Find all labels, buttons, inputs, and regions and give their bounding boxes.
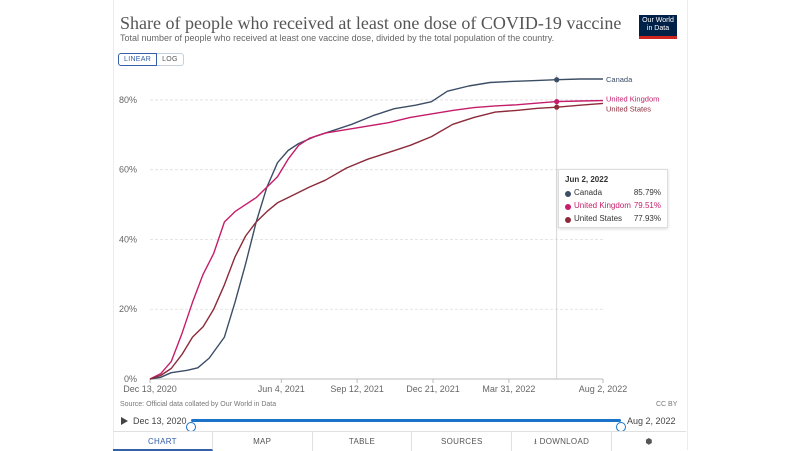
share-icon: ⬢ <box>645 437 653 446</box>
linear-scale-button[interactable]: LINEAR <box>118 53 158 66</box>
x-tick-label: Dec 13, 2020 <box>123 384 177 394</box>
tab-download[interactable]: ⭳ DOWNLOAD <box>512 432 612 451</box>
chart-title: Share of people who received at least on… <box>120 13 622 33</box>
hover-point-canada <box>554 77 560 83</box>
hover-point-us <box>554 104 560 110</box>
tooltip-row-uk: United Kingdom 79.51% <box>565 201 661 213</box>
y-tick-label: 60% <box>119 165 137 175</box>
source-note[interactable]: Source: Official data collated by Our Wo… <box>120 401 277 408</box>
series-line-us <box>149 102 604 380</box>
tab-map[interactable]: MAP <box>213 432 313 451</box>
tooltip-series-value: 79.51% <box>633 201 661 210</box>
x-tick-label: Dec 21, 2021 <box>406 384 460 394</box>
play-icon[interactable] <box>121 417 128 425</box>
logo-line-1: Our World <box>642 17 674 24</box>
bottom-tabs: CHART MAP TABLE SOURCES ⭳ DOWNLOAD ⬢ <box>113 431 686 451</box>
series-line-uk <box>149 99 604 380</box>
y-tick-label: 80% <box>119 95 137 105</box>
chart-subtitle: Total number of people who received at l… <box>120 33 555 43</box>
tooltip-series-name: United States <box>574 214 623 223</box>
x-tick-label: Jun 4, 2021 <box>258 384 305 394</box>
timeline: Dec 13, 2020 Aug 2, 2022 <box>118 412 678 432</box>
x-tick-label: Mar 31, 2022 <box>482 384 535 394</box>
tab-download-label: DOWNLOAD <box>539 437 590 446</box>
tab-share[interactable]: ⬢ <box>612 432 686 451</box>
us-dot-icon <box>565 217 571 223</box>
hover-tooltip: Jun 2, 2022 Canada 85.79% United Kingdom… <box>558 169 668 228</box>
tooltip-series-name: United Kingdom <box>574 201 631 210</box>
tab-table[interactable]: TABLE <box>313 432 413 451</box>
tooltip-row-us: United States 77.93% <box>565 214 661 226</box>
download-icon: ⭳ <box>534 437 538 446</box>
timeline-end-date: Aug 2, 2022 <box>627 416 676 426</box>
series-end-label-canada: Canada <box>606 75 633 84</box>
tooltip-series-value: 85.79% <box>633 188 661 197</box>
tooltip-date: Jun 2, 2022 <box>565 175 609 184</box>
series-end-label-us: United States <box>606 104 651 113</box>
scale-toggle: LINEAR LOG <box>118 53 184 66</box>
timeline-start-date: Dec 13, 2020 <box>133 416 187 426</box>
tooltip-series-value: 77.93% <box>633 214 661 223</box>
log-scale-button[interactable]: LOG <box>157 53 184 66</box>
license-label[interactable]: CC BY <box>656 401 678 408</box>
timeline-track[interactable] <box>186 419 626 432</box>
logo-line-2: in Data <box>646 25 670 32</box>
x-tick-label: Sep 12, 2021 <box>330 384 384 394</box>
canada-dot-icon <box>565 191 571 197</box>
y-tick-label: 40% <box>119 234 137 244</box>
series-end-label-uk: United Kingdom <box>606 95 659 104</box>
tab-sources[interactable]: SOURCES <box>412 432 513 451</box>
x-tick-label: Aug 2, 2022 <box>579 384 628 394</box>
tooltip-row-canada: Canada 85.79% <box>565 188 661 200</box>
tab-chart[interactable]: CHART <box>113 432 213 451</box>
owid-logo[interactable]: Our World in Data <box>639 15 677 39</box>
hover-point-uk <box>554 99 560 105</box>
uk-dot-icon <box>565 204 571 210</box>
y-tick-label: 0% <box>124 374 137 384</box>
y-tick-label: 20% <box>119 304 137 314</box>
tooltip-series-name: Canada <box>574 188 603 197</box>
